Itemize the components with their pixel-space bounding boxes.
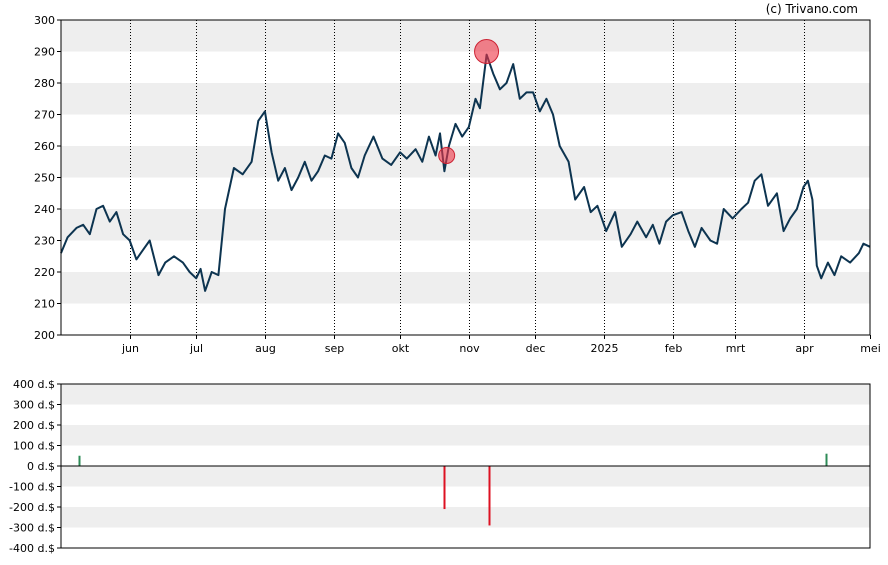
price-y-tick-label: 220 <box>34 266 55 279</box>
trade-grid-band <box>61 466 870 487</box>
price-x-tick-label: mrt <box>726 342 746 355</box>
price-x-tick-label: okt <box>392 342 410 355</box>
price-x-tick-label: jul <box>189 342 203 355</box>
price-x-tick-label: 2025 <box>591 342 619 355</box>
trade-y-tick-label: -300 d.$ <box>9 522 55 535</box>
price-x-tick-label: nov <box>459 342 480 355</box>
trade-y-tick-label: 400 d.$ <box>13 378 55 391</box>
price-x-tick-label: sep <box>325 342 344 355</box>
price-x-axis-labels: jun jul aug sep okt nov dec 2025 feb mrt apr mei <box>121 335 881 355</box>
price-trade-markers <box>438 39 500 164</box>
trade-y-tick-label: -100 d.$ <box>9 481 55 494</box>
trade-y-tick-label: 0 d.$ <box>27 460 55 473</box>
trade-grid-band <box>61 425 870 446</box>
trade-y-axis-labels: 400 d.$ 300 d.$ 200 d.$ 100 d.$ 0 d.$ -100 d.… <box>9 378 61 555</box>
price-y-tick-label: 270 <box>34 109 55 122</box>
price-grid-band <box>61 272 870 304</box>
price-y-tick-label: 280 <box>34 77 55 90</box>
price-grid-band <box>61 146 870 178</box>
price-y-tick-label: 250 <box>34 172 55 185</box>
trade-y-tick-label: 300 d.$ <box>13 399 55 412</box>
price-x-tick-label: jun <box>121 342 139 355</box>
trade-marker <box>474 39 500 64</box>
trade-y-tick-label: 200 d.$ <box>13 419 55 432</box>
price-y-tick-label: 300 <box>34 14 55 27</box>
trade-marker <box>438 146 456 164</box>
credit-label: (c) Trivano.com <box>766 2 858 16</box>
price-x-tick-label: aug <box>255 342 276 355</box>
price-y-tick-label: 240 <box>34 203 55 216</box>
price-y-tick-label: 290 <box>34 46 55 59</box>
price-grid-bands <box>61 20 870 304</box>
price-grid-band <box>61 83 870 115</box>
price-y-tick-label: 260 <box>34 140 55 153</box>
price-y-tick-label: 230 <box>34 235 55 248</box>
price-x-tick-label: feb <box>665 342 683 355</box>
price-x-tick-label: dec <box>526 342 546 355</box>
trade-bars <box>78 453 828 526</box>
price-grid-band <box>61 209 870 241</box>
price-grid-band <box>61 20 870 52</box>
trade-grid-bands <box>61 384 870 528</box>
price-series-line <box>60 53 871 292</box>
price-y-tick-label: 210 <box>34 298 55 311</box>
price-plot-area <box>60 53 871 292</box>
price-x-tick-label: apr <box>795 342 814 355</box>
trade-y-tick-label: -400 d.$ <box>9 542 55 555</box>
trade-grid-band <box>61 507 870 528</box>
trade-grid-band <box>61 384 870 405</box>
trade-y-tick-label: 100 d.$ <box>13 440 55 453</box>
price-y-axis-labels: 300 290 280 270 260 250 240 230 220 210 200 <box>34 14 61 342</box>
trade-y-tick-label: -200 d.$ <box>9 501 55 514</box>
price-y-tick-label: 200 <box>34 329 55 342</box>
price-x-tick-label: mei <box>860 342 881 355</box>
